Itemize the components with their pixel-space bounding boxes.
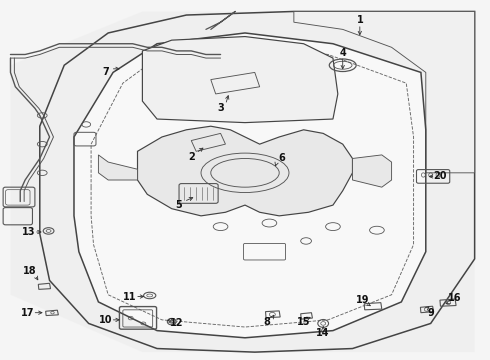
- Text: 5: 5: [175, 200, 182, 210]
- Text: 17: 17: [21, 308, 34, 318]
- Text: 13: 13: [22, 227, 36, 237]
- Polygon shape: [138, 126, 352, 216]
- Polygon shape: [98, 155, 138, 180]
- Text: 8: 8: [264, 317, 270, 327]
- Text: 18: 18: [23, 266, 37, 276]
- Polygon shape: [74, 33, 426, 338]
- Text: 6: 6: [278, 153, 285, 163]
- Polygon shape: [10, 12, 475, 352]
- Text: 2: 2: [188, 152, 195, 162]
- Text: 10: 10: [99, 315, 113, 325]
- Polygon shape: [352, 155, 392, 187]
- Text: 19: 19: [356, 295, 369, 305]
- Polygon shape: [143, 37, 338, 123]
- Text: 7: 7: [102, 67, 109, 77]
- Text: 12: 12: [170, 319, 183, 328]
- Text: 1: 1: [356, 15, 363, 26]
- Text: 14: 14: [317, 328, 330, 338]
- Text: 11: 11: [123, 292, 137, 302]
- Text: 4: 4: [340, 48, 346, 58]
- Polygon shape: [294, 12, 475, 173]
- Text: 3: 3: [217, 103, 224, 113]
- Text: 9: 9: [427, 308, 434, 318]
- Text: 20: 20: [434, 171, 447, 181]
- Text: 15: 15: [297, 317, 310, 327]
- Text: 16: 16: [448, 293, 462, 303]
